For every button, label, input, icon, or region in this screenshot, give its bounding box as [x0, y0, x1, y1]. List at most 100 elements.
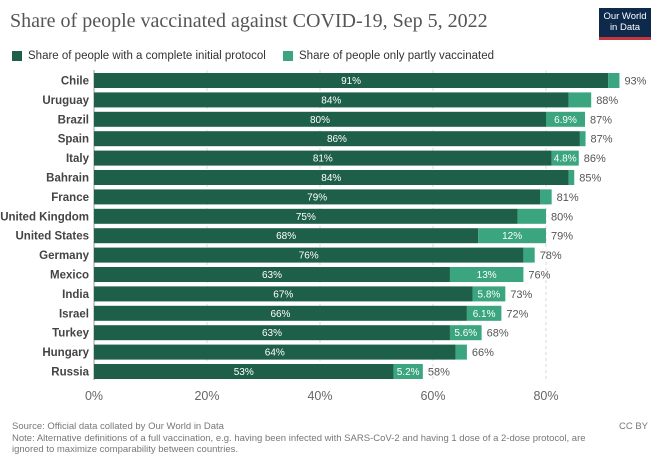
bar-partial-india [472, 286, 506, 302]
data-label-partial-united-states: 12% [502, 231, 522, 242]
category-label-united-kingdom: United Kingdom [0, 211, 89, 223]
data-label-complete-brazil: 80% [310, 115, 330, 126]
total-label-bahrain: 85% [579, 173, 601, 185]
data-label-partial-russia: 5.2% [397, 367, 420, 378]
logo-line-2: in Data [609, 22, 641, 33]
data-label-complete-france: 79% [307, 192, 327, 203]
bar-partial-uruguay [568, 92, 592, 108]
x-tick-label: 60% [420, 389, 445, 403]
total-label-spain: 87% [591, 134, 613, 146]
bar-complete-hungary [94, 344, 456, 360]
owid-logo[interactable]: Our World in Data [599, 8, 651, 40]
category-label-spain: Spain [58, 134, 89, 146]
data-label-complete-germany: 76% [299, 251, 319, 262]
category-label-israel: Israel [59, 308, 89, 320]
bar-partial-spain [579, 131, 586, 147]
total-label-israel: 72% [506, 308, 528, 320]
legend-item-complete[interactable]: Share of people with a complete initial … [12, 50, 266, 62]
x-tick-label: 80% [533, 389, 558, 403]
bar-complete-uruguay [94, 92, 569, 108]
chart-title: Share of people vaccinated against COVID… [10, 10, 488, 32]
bar-complete-italy [94, 150, 552, 166]
data-label-partial-india: 5.8% [478, 289, 501, 300]
data-label-complete-hungary: 64% [265, 348, 285, 359]
bar-complete-germany [94, 247, 524, 263]
bar-partial-hungary [455, 344, 467, 360]
x-tick-label: 0% [85, 389, 103, 403]
bar-partial-germany [523, 247, 535, 263]
category-label-germany: Germany [39, 250, 89, 262]
category-label-india: India [62, 289, 89, 301]
data-label-complete-uruguay: 84% [321, 95, 341, 106]
data-label-complete-bahrain: 84% [321, 173, 341, 184]
legend-swatch-partial [283, 51, 294, 61]
bar-complete-united-states [94, 228, 479, 244]
total-label-germany: 78% [540, 250, 562, 262]
x-tick-label: 20% [194, 389, 219, 403]
category-label-france: France [51, 192, 89, 204]
category-label-russia: Russia [51, 367, 89, 379]
logo-accent-bar [599, 37, 651, 40]
data-label-partial-italy: 4.8% [554, 154, 577, 165]
data-label-complete-italy: 81% [313, 154, 333, 165]
bar-partial-turkey [449, 325, 482, 341]
total-label-india: 73% [510, 289, 532, 301]
bar-partial-bahrain [568, 170, 575, 185]
bar-partial-israel [466, 305, 502, 321]
legend: Share of people with a complete initial … [12, 50, 508, 64]
bar-complete-israel [94, 305, 467, 321]
bar-complete-brazil [94, 111, 546, 127]
bar-complete-bahrain [94, 170, 569, 185]
category-label-turkey: Turkey [52, 328, 89, 340]
legend-label-partial: Share of people only partly vaccinated [299, 50, 494, 62]
source-text: Source: Official data collated by Our Wo… [12, 421, 224, 432]
total-label-brazil: 87% [590, 114, 612, 126]
category-label-hungary: Hungary [42, 347, 89, 359]
total-label-uruguay: 88% [596, 95, 618, 107]
note-text: Note: Alternative definitions of a full … [12, 433, 586, 455]
total-label-chile: 93% [624, 76, 646, 88]
category-label-italy: Italy [66, 153, 90, 165]
category-label-bahrain: Bahrain [46, 173, 89, 185]
category-label-uruguay: Uruguay [42, 95, 89, 107]
total-label-mexico: 76% [528, 270, 550, 282]
bar-complete-mexico [94, 267, 450, 282]
logo-line-1: Our World [603, 11, 647, 22]
category-label-mexico: Mexico [50, 270, 89, 282]
total-label-united-kingdom: 80% [551, 211, 573, 223]
bar-complete-chile [94, 73, 609, 88]
bar-complete-russia [94, 364, 394, 379]
bar-partial-italy [551, 150, 579, 166]
data-label-complete-israel: 66% [270, 309, 290, 320]
data-label-partial-israel: 6.1% [473, 309, 496, 320]
bar-partial-united-states [478, 228, 546, 244]
total-label-turkey: 68% [487, 328, 509, 340]
bar-complete-spain [94, 131, 580, 147]
bar-complete-france [94, 189, 541, 205]
bar-partial-united-kingdom [517, 208, 546, 224]
data-label-complete-india: 67% [273, 289, 293, 300]
legend-item-partial[interactable]: Share of people only partly vaccinated [283, 50, 494, 62]
bar-complete-united-kingdom [94, 208, 518, 224]
footer: Source: Official data collated by Our Wo… [12, 421, 652, 455]
data-label-partial-mexico: 13% [477, 270, 497, 281]
x-tick-label: 40% [307, 389, 332, 403]
total-label-italy: 86% [584, 153, 606, 165]
legend-label-complete: Share of people with a complete initial … [28, 50, 266, 62]
bar-partial-russia [393, 364, 423, 379]
bar-partial-mexico [449, 267, 524, 282]
bar-complete-india [94, 286, 473, 302]
stacked-bar-chart: 0% 20% 40% 60% 80% Chile 91% 93% Uruguay 84% 88% Br… [0, 70, 647, 403]
total-label-hungary: 66% [472, 347, 494, 359]
bar-partial-brazil [546, 111, 585, 127]
data-label-complete-russia: 53% [234, 367, 254, 378]
total-label-united-states: 79% [551, 231, 573, 243]
bar-partial-chile [608, 73, 620, 88]
total-label-france: 81% [557, 192, 579, 204]
bar-partial-france [540, 189, 552, 205]
license-link[interactable]: CC BY [618, 421, 648, 432]
data-label-complete-united-kingdom: 75% [296, 212, 316, 223]
category-label-chile: Chile [61, 76, 89, 88]
total-label-russia: 58% [428, 367, 450, 379]
category-label-united-states: United States [16, 231, 90, 243]
